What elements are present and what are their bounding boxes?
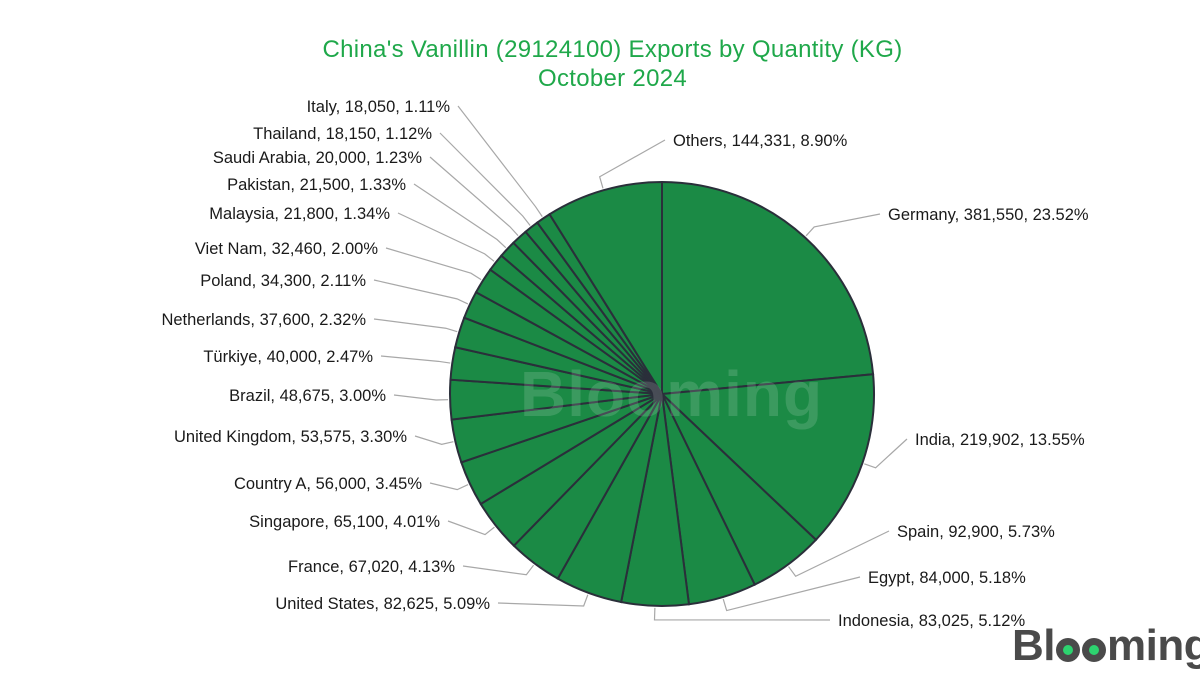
leader-line <box>385 247 482 281</box>
leader-line <box>864 438 908 469</box>
leader-line <box>497 594 589 607</box>
leader-lines <box>373 105 908 621</box>
slice-label: Germany, 381,550, 23.52% <box>888 206 1089 224</box>
slice-label: Egypt, 84,000, 5.18% <box>868 569 1026 587</box>
slice-label: Malaysia, 21,800, 1.34% <box>209 205 390 223</box>
pie-slice-others <box>548 180 663 398</box>
slice-label: Netherlands, 37,600, 2.32% <box>161 311 366 329</box>
slice-label: Singapore, 65,100, 4.01% <box>249 513 440 531</box>
leader-line <box>788 530 890 578</box>
slice-label: Viet Nam, 32,460, 2.00% <box>195 240 378 258</box>
slice-label: Indonesia, 83,025, 5.12% <box>838 612 1025 630</box>
leader-line <box>429 482 469 491</box>
slice-label: Brazil, 48,675, 3.00% <box>229 387 386 405</box>
slice-label: United Kingdom, 53,575, 3.30% <box>174 428 407 446</box>
slice-label: Pakistan, 21,500, 1.33% <box>227 176 406 194</box>
slice-label: France, 67,020, 4.13% <box>288 558 455 576</box>
pie-slice-india <box>659 373 875 542</box>
leader-line <box>722 576 861 612</box>
leader-line <box>413 183 507 249</box>
leader-line <box>805 213 881 237</box>
slice-label: Spain, 92,900, 5.73% <box>897 523 1055 541</box>
leader-line <box>598 139 666 189</box>
slice-label: Poland, 34,300, 2.11% <box>200 272 366 290</box>
slice-label: United States, 82,625, 5.09% <box>275 595 490 613</box>
logo-eyes-icon <box>1056 630 1106 662</box>
slice-label: Country A, 56,000, 3.45% <box>234 475 422 493</box>
slice-label: Türkiye, 40,000, 2.47% <box>203 348 373 366</box>
leader-line <box>439 132 531 226</box>
leader-line <box>414 435 454 445</box>
slice-label: Thailand, 18,150, 1.12% <box>253 125 432 143</box>
brand-logo-text-end: ming <box>1107 621 1200 670</box>
slice-label: Saudi Arabia, 20,000, 1.23% <box>213 149 422 167</box>
leader-line <box>447 520 495 536</box>
leader-line <box>373 279 469 305</box>
slice-label: India, 219,902, 13.55% <box>915 431 1085 449</box>
brand-logo: Bl ming <box>1012 621 1200 670</box>
leader-line <box>397 212 495 262</box>
leader-line <box>380 355 451 364</box>
leader-line <box>653 607 831 621</box>
leader-line <box>457 105 543 217</box>
chart-title: China's Vanillin (29124100) Exports by Q… <box>322 36 903 63</box>
slice-label: Others, 144,331, 8.90% <box>673 132 848 150</box>
watermark-text: Blooming <box>520 358 824 430</box>
chart-subtitle: October 2024 <box>537 65 688 92</box>
pie-slices <box>449 180 875 607</box>
pie-slice-germany <box>661 180 875 396</box>
leader-line <box>393 394 449 401</box>
leader-line <box>373 318 458 333</box>
brand-logo-text-start: Bl <box>1012 621 1056 670</box>
leader-line <box>462 564 535 576</box>
leader-line <box>429 156 519 237</box>
slice-label: Italy, 18,050, 1.11% <box>307 98 451 116</box>
slice-labels: Germany, 381,550, 23.52% India, 219,902, … <box>161 98 1088 630</box>
